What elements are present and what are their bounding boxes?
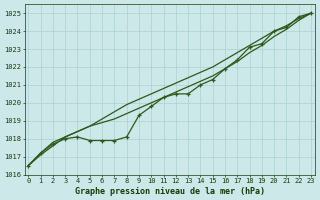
X-axis label: Graphe pression niveau de la mer (hPa): Graphe pression niveau de la mer (hPa) (75, 187, 265, 196)
